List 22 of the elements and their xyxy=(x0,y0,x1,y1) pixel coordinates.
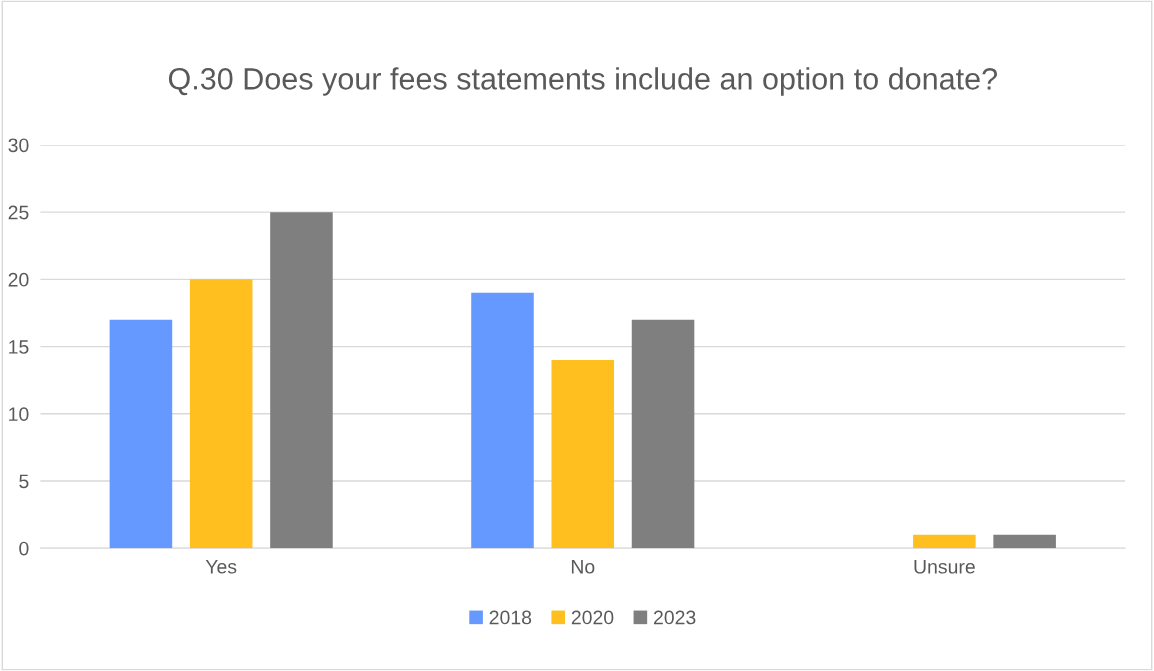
bar xyxy=(993,534,1056,549)
bar xyxy=(471,292,534,549)
legend-label: 2023 xyxy=(653,610,696,625)
y-tick-label: 30 xyxy=(8,138,29,153)
x-tick-label: Yes xyxy=(205,560,237,574)
y-tick-label: 20 xyxy=(8,272,29,287)
bar xyxy=(551,360,615,549)
y-tick-label: 5 xyxy=(19,474,29,489)
bar xyxy=(631,319,695,549)
bar xyxy=(913,534,976,549)
y-tick-label: 0 xyxy=(19,541,29,556)
bar xyxy=(270,212,333,549)
x-tick-label: No xyxy=(571,560,595,574)
y-tick-label: 25 xyxy=(8,205,29,220)
chart-title: Q.30 Does your fees statements include an option to donate? xyxy=(168,67,997,96)
y-tick-label: 15 xyxy=(9,340,29,354)
bar xyxy=(109,319,173,549)
legend-label: 2018 xyxy=(489,610,532,625)
x-tick-label: Unsure xyxy=(914,560,975,574)
bar xyxy=(189,279,253,549)
y-tick-label: 10 xyxy=(9,407,29,422)
legend-label: 2020 xyxy=(571,610,614,625)
